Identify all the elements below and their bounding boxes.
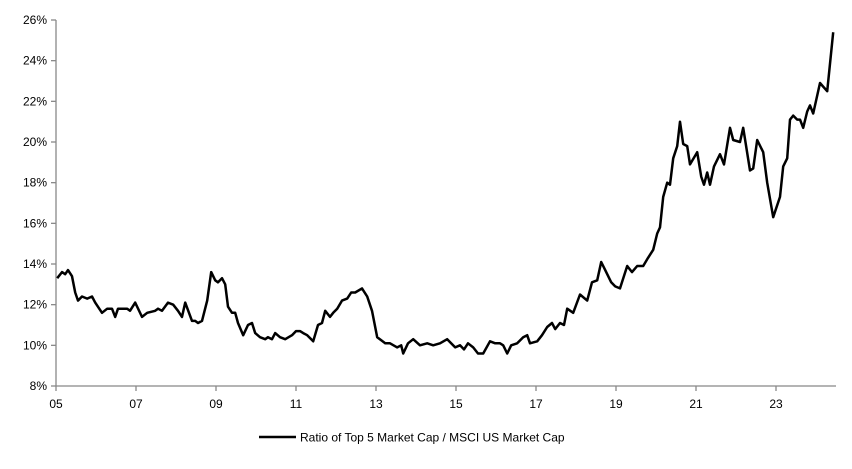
y-tick-label: 24% (23, 54, 47, 68)
y-tick-label: 22% (23, 94, 47, 108)
y-tick-label: 12% (23, 298, 47, 312)
x-axis: 05 07 09 11 13 15 17 19 21 23 (49, 385, 836, 411)
y-tick-label: 20% (23, 135, 47, 149)
series-line (56, 32, 835, 355)
legend: Ratio of Top 5 Market Cap / MSCI US Mark… (259, 431, 565, 445)
x-tick-label: 15 (449, 397, 463, 411)
y-axis: 8% 10% 12% 14% 16% 18% 20% 22% 24% 26% (23, 13, 57, 393)
x-tick-label: 23 (769, 397, 783, 411)
series-group (56, 32, 835, 355)
x-tick-label: 07 (129, 397, 143, 411)
legend-label: Ratio of Top 5 Market Cap / MSCI US Mark… (300, 431, 565, 445)
y-tick-label: 8% (30, 379, 48, 393)
x-tick-label: 13 (369, 397, 383, 411)
y-tick-label: 18% (23, 176, 47, 190)
x-tick-label: 17 (529, 397, 543, 411)
y-tick-label: 16% (23, 216, 47, 230)
x-tick-label: 19 (609, 397, 623, 411)
x-tick-label: 05 (49, 397, 63, 411)
x-tick-label: 09 (209, 397, 223, 411)
x-tick-label: 11 (290, 397, 303, 411)
y-tick-label: 14% (23, 257, 47, 271)
y-tick-label: 26% (23, 13, 47, 27)
y-tick-label: 10% (23, 338, 47, 352)
x-tick-label: 21 (689, 397, 703, 411)
